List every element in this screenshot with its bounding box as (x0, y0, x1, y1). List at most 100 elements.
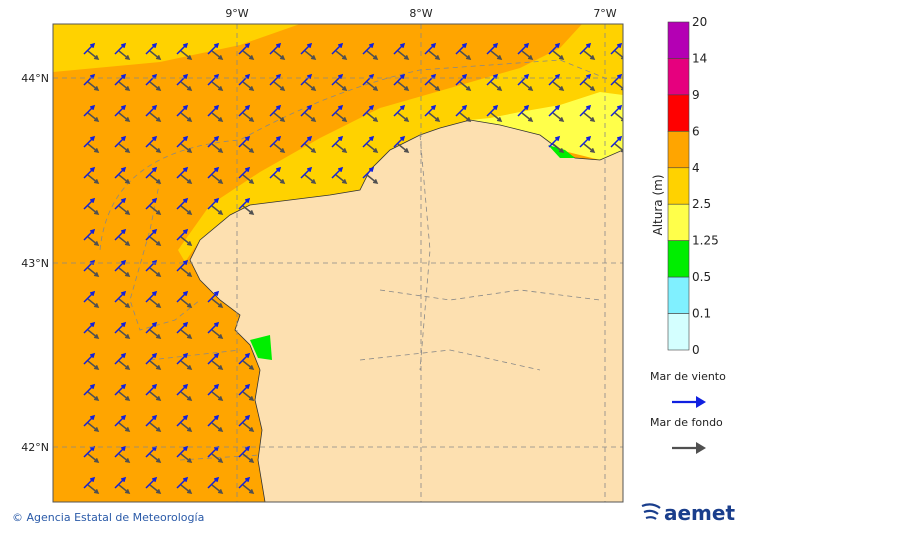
wave-arrow (118, 360, 131, 370)
wave-arrow (424, 104, 437, 117)
wave-arrow (87, 360, 100, 370)
wave-arrow (149, 391, 162, 401)
legend-arrow-head (696, 396, 706, 408)
wave-arrow (242, 484, 255, 494)
wave-arrow (521, 112, 534, 122)
lon-label: 9°W (225, 7, 248, 20)
wave-arrow (269, 166, 282, 179)
wave-arrow (87, 174, 100, 184)
wave-arrow (180, 50, 193, 60)
wave-arrow (118, 329, 131, 339)
wave-arrow (393, 73, 406, 86)
legend: Mar de viento Mar de fondo (650, 370, 726, 454)
wave-arrow (211, 360, 224, 370)
wave-arrow (238, 476, 251, 489)
wave-arrow (207, 321, 220, 334)
wave-arrow (87, 236, 100, 246)
wave-arrow (114, 352, 127, 365)
wave-arrow (304, 81, 317, 91)
wave-arrow (83, 73, 96, 86)
wave-arrow (548, 135, 561, 148)
colorbar-label: 4 (692, 161, 700, 175)
colorbar-bin (667, 58, 690, 96)
wave-arrow (118, 81, 131, 91)
wave-zone (53, 24, 623, 262)
wave-arrow (552, 143, 565, 153)
wave-arrow (304, 143, 317, 153)
wave-arrow (207, 42, 220, 55)
wave-arrow (114, 42, 127, 55)
colorbar-bin (667, 313, 690, 351)
wave-arrow (366, 50, 379, 60)
wave-arrow (87, 50, 100, 60)
wave-arrow (366, 112, 379, 122)
wave-arrow (238, 135, 251, 148)
credit: © Agencia Estatal de Meteorología (12, 511, 204, 524)
logo-text: aemet (664, 501, 735, 525)
wave-arrow (176, 476, 189, 489)
wave-arrow (176, 321, 189, 334)
wave-arrow (304, 50, 317, 60)
wave-arrow (455, 42, 468, 55)
wave-arrow (145, 290, 158, 303)
wave-arrow (114, 290, 127, 303)
wave-arrow (176, 73, 189, 86)
wave-arrow (362, 104, 375, 117)
wave-arrow (428, 50, 441, 60)
wave-arrow (428, 112, 441, 122)
wave-arrow (145, 135, 158, 148)
wave-arrow (238, 104, 251, 117)
wave-arrow (180, 174, 193, 184)
wave-arrow (207, 104, 220, 117)
wave-arrow (114, 135, 127, 148)
wave-arrow (207, 135, 220, 148)
colorbar-label: 6 (692, 124, 700, 138)
wave-arrow (118, 391, 131, 401)
wave-arrow (207, 352, 220, 365)
colorbar-bin (667, 94, 690, 132)
wave-arrow (145, 104, 158, 117)
wave-arrow (180, 81, 193, 91)
wave-arrow (335, 174, 348, 184)
wave-arrow (459, 112, 472, 122)
colorbar-label: 0.5 (692, 270, 711, 284)
wave-arrow (490, 112, 503, 122)
wave-arrow (521, 50, 534, 60)
legend-label: Mar de fondo (650, 416, 723, 429)
wave-arrow (83, 135, 96, 148)
wave-arrow (149, 236, 162, 246)
wave-arrow (176, 166, 189, 179)
wave-arrow (455, 104, 468, 117)
wave-arrow (211, 112, 224, 122)
colorbar-label: 0.1 (692, 307, 711, 321)
wave-arrow (459, 81, 472, 91)
colorbar-bin (667, 203, 690, 241)
wave-arrow (238, 352, 251, 365)
wave-arrow (83, 228, 96, 241)
wave-arrow (118, 205, 131, 215)
wave-arrow (176, 104, 189, 117)
wave-arrow (211, 484, 224, 494)
wave-arrow (424, 73, 437, 86)
wave-arrow (83, 42, 96, 55)
wave-arrow (304, 174, 317, 184)
wave-arrow (114, 383, 127, 396)
wave-arrow (242, 81, 255, 91)
wave-arrow (238, 42, 251, 55)
legend-arrow-head (696, 442, 706, 454)
wave-arrow (83, 166, 96, 179)
wave-arrow (517, 104, 530, 117)
colorbar-bin (667, 21, 690, 59)
wave-arrow (118, 267, 131, 277)
wave-arrow (366, 174, 379, 184)
wave-arrow (269, 73, 282, 86)
wave-arrow (83, 476, 96, 489)
wave-arrow (521, 81, 534, 91)
wave-arrow (211, 50, 224, 60)
wave-arrow (118, 50, 131, 60)
wave-arrow (211, 81, 224, 91)
wave-arrow (304, 112, 317, 122)
wave-arrows (83, 42, 623, 494)
wave-arrow (149, 174, 162, 184)
wave-arrow (145, 476, 158, 489)
